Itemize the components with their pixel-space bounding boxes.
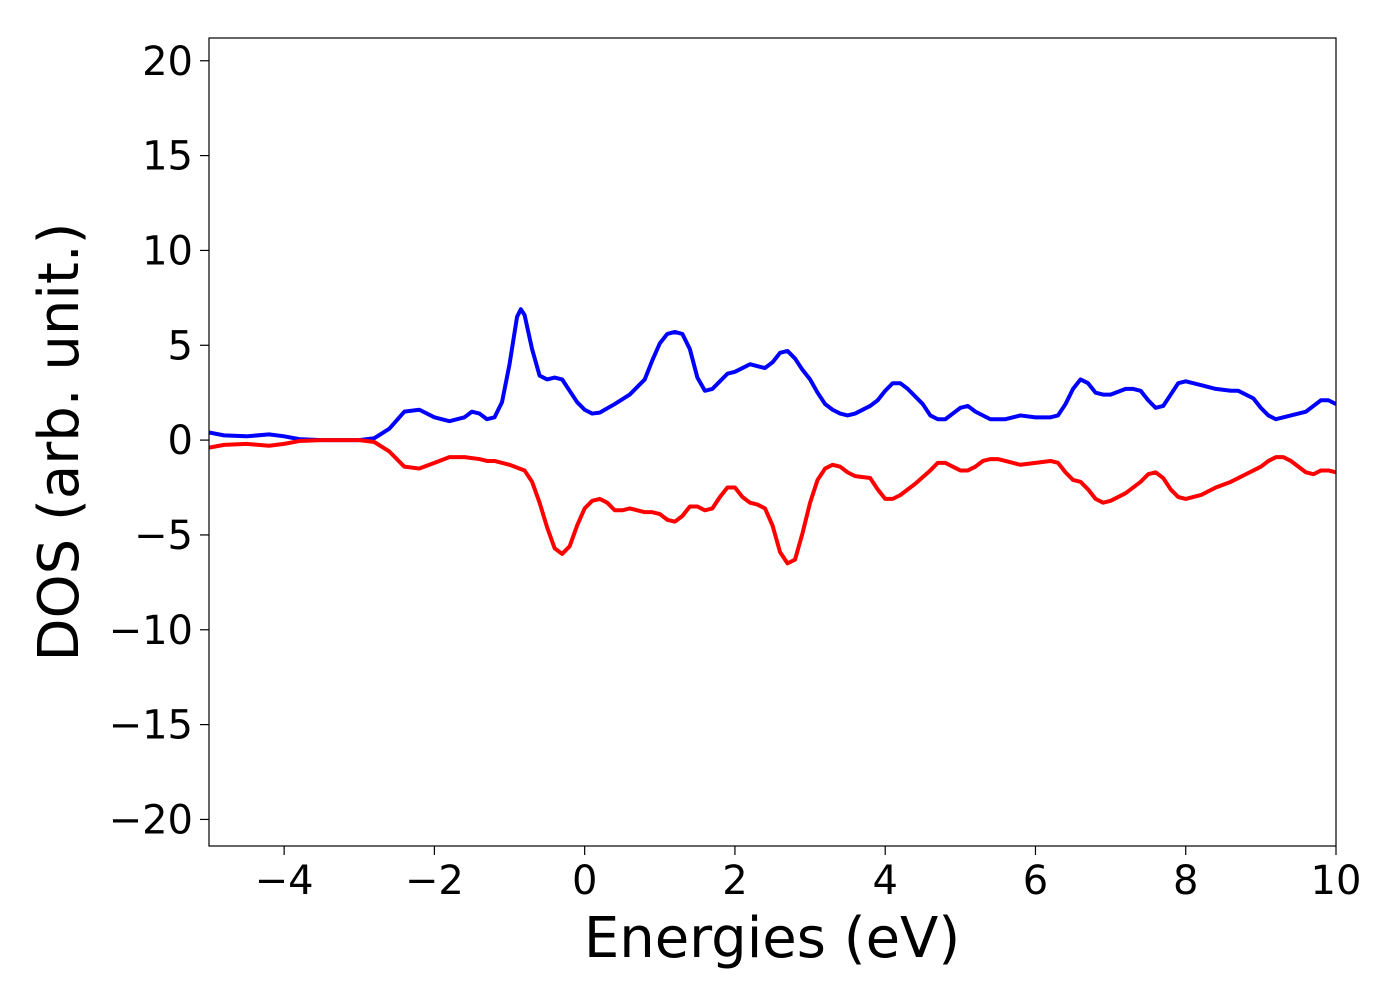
- y-tick-label: −10: [109, 608, 193, 654]
- series-line: [209, 438, 1336, 566]
- y-tick-label: 15: [142, 134, 193, 180]
- y-tick-label: −20: [109, 797, 193, 843]
- x-tick-label: 6: [1023, 858, 1048, 904]
- y-tick-label: −5: [134, 513, 193, 559]
- x-tick-label: 2: [722, 858, 747, 904]
- x-tick-label: 10: [1311, 858, 1362, 904]
- x-axis-label: Energies (eV): [584, 906, 960, 971]
- axes-frame: [208, 37, 1337, 847]
- x-tick-label: 4: [872, 858, 897, 904]
- y-tick-label: 20: [142, 39, 193, 85]
- y-tick-label: −15: [109, 703, 193, 749]
- y-tick-label: 10: [142, 228, 193, 274]
- x-tick-label: 8: [1173, 858, 1198, 904]
- y-axis-label: DOS (arb. unit.): [27, 222, 92, 661]
- x-tick-label: −4: [255, 858, 314, 904]
- series-line: [209, 307, 1336, 443]
- y-tick-label: 5: [168, 323, 193, 369]
- y-tick-label: 0: [168, 418, 193, 464]
- plot-area: [209, 307, 1336, 566]
- x-tick-label: −2: [405, 858, 464, 904]
- x-tick-label: 0: [572, 858, 597, 904]
